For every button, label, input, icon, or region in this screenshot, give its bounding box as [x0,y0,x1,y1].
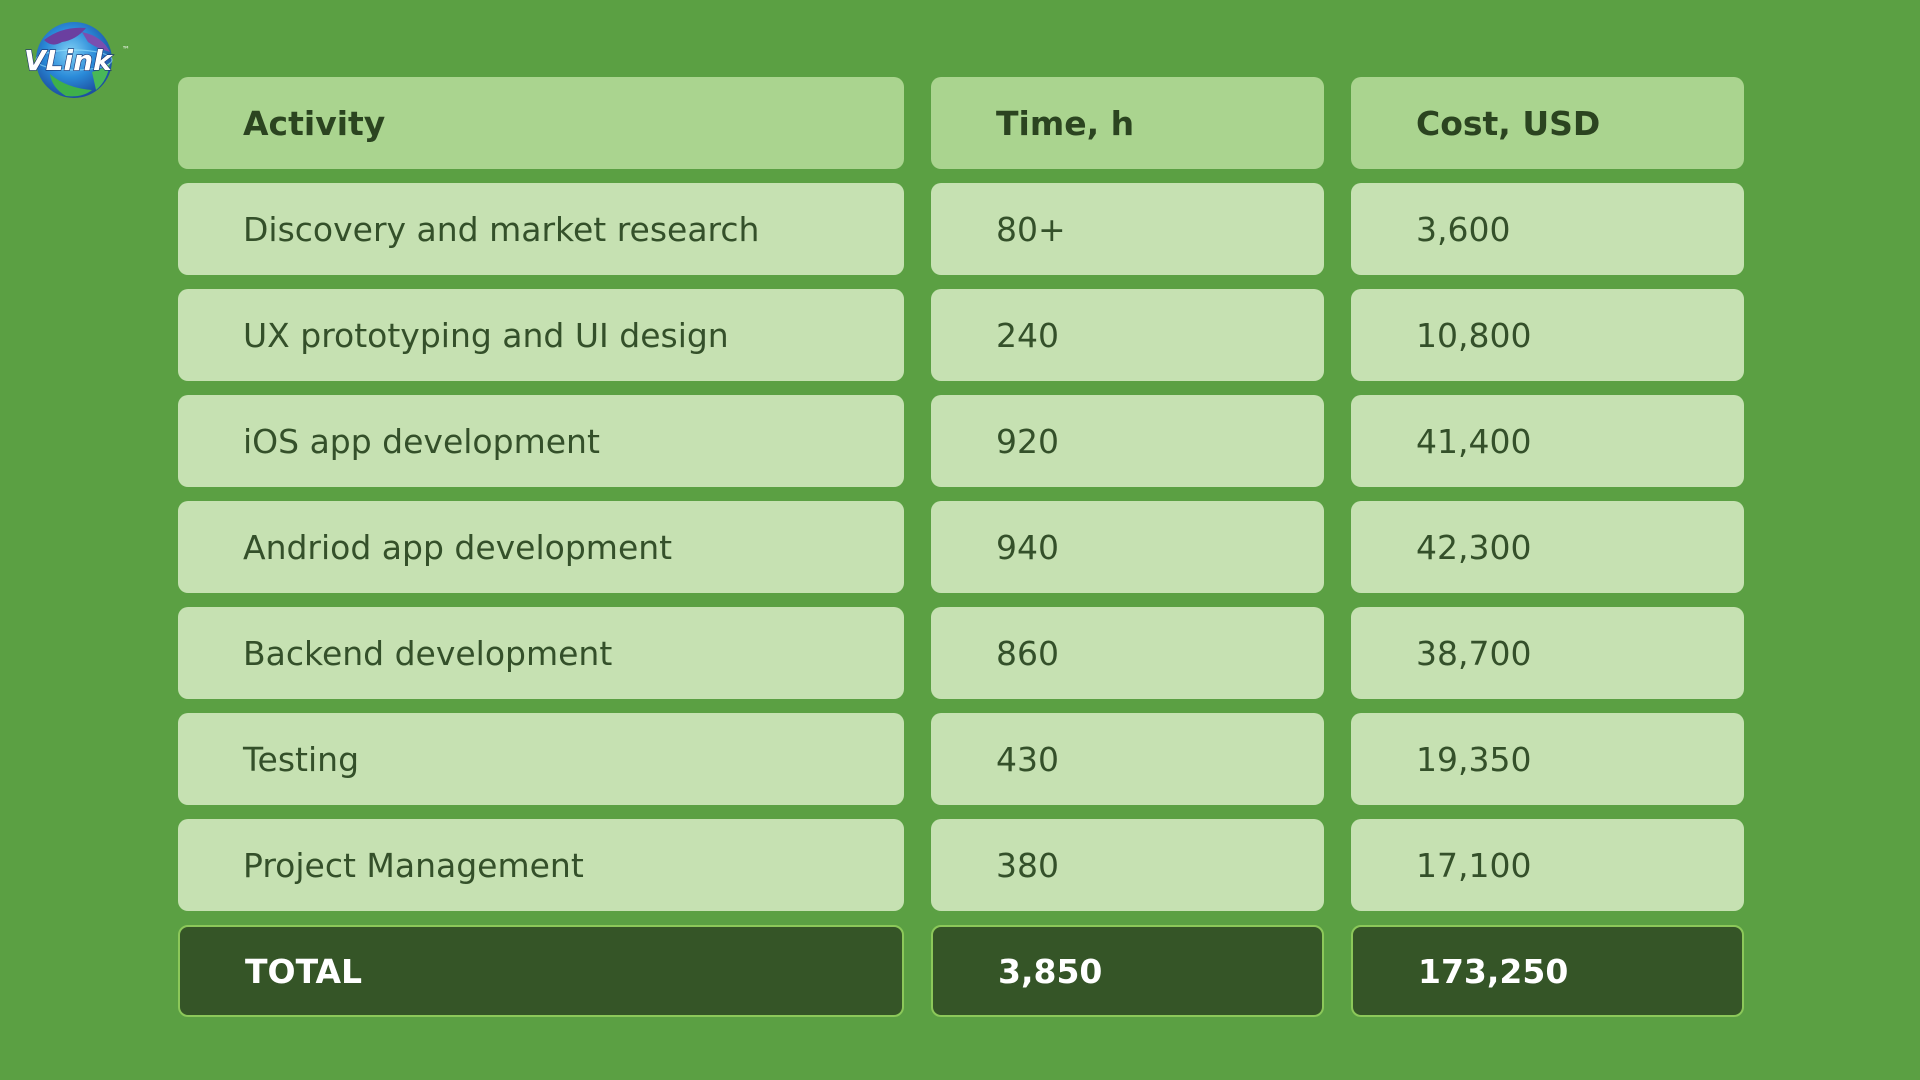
cost-table: Activity Time, h Cost, USD Discovery and… [178,77,1744,1017]
row-cost: 17,100 [1351,819,1744,911]
row-time: 380 [931,819,1324,911]
row-time: 80+ [931,183,1324,275]
row-activity: Testing [178,713,904,805]
header-cost: Cost, USD [1351,77,1744,169]
row-time: 430 [931,713,1324,805]
row-cost: 42,300 [1351,501,1744,593]
row-activity: Backend development [178,607,904,699]
logo-text: VLink [24,44,114,77]
globe-icon: VLink ™ [23,22,130,98]
row-time: 940 [931,501,1324,593]
total-time: 3,850 [931,925,1324,1017]
total-cost: 173,250 [1351,925,1744,1017]
row-time: 240 [931,289,1324,381]
row-time: 920 [931,395,1324,487]
row-cost: 10,800 [1351,289,1744,381]
vlink-logo: VLink ™ [22,18,134,104]
row-cost: 19,350 [1351,713,1744,805]
total-label: TOTAL [178,925,904,1017]
row-activity: iOS app development [178,395,904,487]
row-activity: UX prototyping and UI design [178,289,904,381]
row-cost: 38,700 [1351,607,1744,699]
row-cost: 3,600 [1351,183,1744,275]
logo-trademark: ™ [122,45,130,54]
row-activity: Andriod app development [178,501,904,593]
row-time: 860 [931,607,1324,699]
row-activity: Project Management [178,819,904,911]
row-activity: Discovery and market research [178,183,904,275]
header-time: Time, h [931,77,1324,169]
row-cost: 41,400 [1351,395,1744,487]
header-activity: Activity [178,77,904,169]
